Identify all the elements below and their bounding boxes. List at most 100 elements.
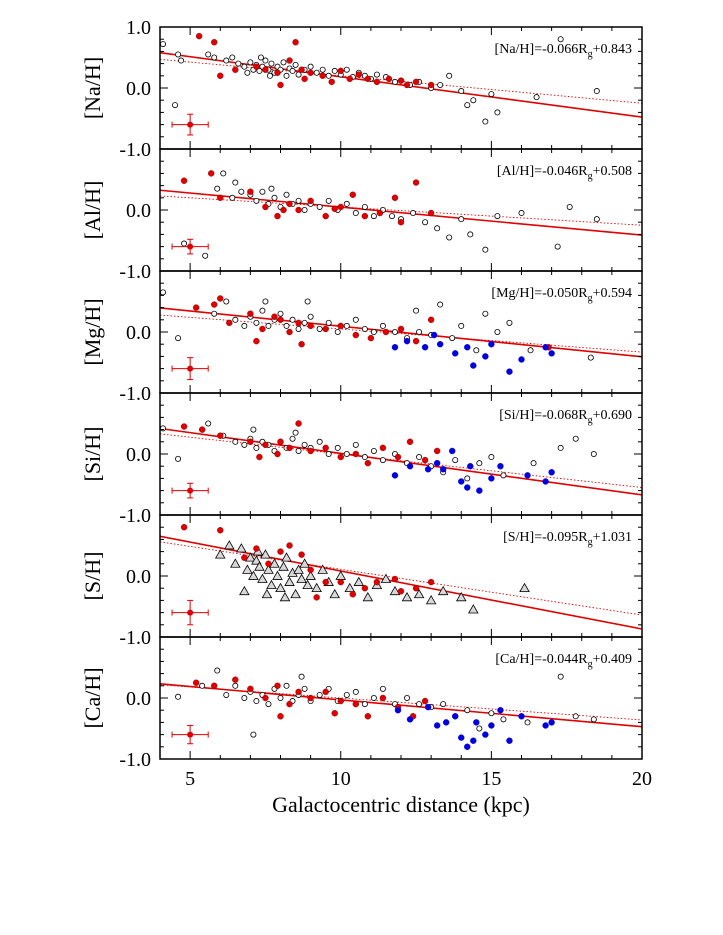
open-circle-point <box>379 457 386 464</box>
red-point <box>217 527 224 534</box>
open-circle-point <box>416 328 423 335</box>
red-point <box>286 200 293 208</box>
blue-point <box>482 731 489 738</box>
triangle-point <box>344 582 356 593</box>
blue-point <box>470 737 477 744</box>
open-circle-point <box>379 322 386 329</box>
open-circle-point <box>352 441 359 448</box>
red-point <box>364 459 372 467</box>
red-point <box>247 685 254 693</box>
triangle-point <box>284 576 295 586</box>
red-point <box>337 578 344 586</box>
red-point <box>262 694 269 702</box>
open-circle-point <box>331 67 338 74</box>
open-circle-point <box>211 310 218 317</box>
red-point <box>379 694 387 702</box>
open-circle-point <box>175 51 182 58</box>
error-bar-point <box>187 243 194 250</box>
open-circle-point <box>388 213 395 220</box>
red-point <box>274 69 281 76</box>
red-point <box>286 444 293 452</box>
red-point <box>277 81 284 89</box>
open-circle-point <box>482 118 489 125</box>
y-tick-label: -1.0 <box>119 139 151 161</box>
blue-point <box>424 703 432 711</box>
error-bar-point <box>187 121 194 128</box>
open-circle-point <box>223 298 230 305</box>
triangle-point <box>236 543 247 553</box>
open-circle-point <box>446 72 453 79</box>
triangle-point <box>455 591 467 602</box>
open-circle-point <box>262 57 269 64</box>
error-bar-point <box>187 731 194 738</box>
open-circle-point <box>437 81 444 88</box>
blue-point <box>482 353 489 360</box>
open-circle-point <box>590 450 597 457</box>
red-point <box>352 331 360 339</box>
blue-point <box>458 734 465 741</box>
red-point <box>295 688 302 696</box>
y-tick-label: -1.0 <box>119 749 151 771</box>
open-circle-point <box>325 319 332 326</box>
blue-point <box>406 716 414 723</box>
y-axis-label: [Na/H] <box>80 57 105 119</box>
equation-subscript: g <box>588 171 593 182</box>
open-circle-point <box>449 335 456 342</box>
equation-main: [Si/H]=-0.068R <box>499 408 588 423</box>
y-tick-label: 0.0 <box>126 78 151 100</box>
y-axis-label: [Al/H] <box>80 181 105 240</box>
red-point <box>277 316 284 323</box>
panel-sh: 0.0 -1.0 [S/H] [S/H]=-0.095Rg+1.031 <box>80 514 643 649</box>
red-point <box>322 688 329 696</box>
open-circle-point <box>232 179 239 186</box>
red-point <box>412 585 420 592</box>
open-circle-point <box>205 420 212 427</box>
open-circle-point <box>160 425 167 432</box>
triangle-point <box>468 604 479 614</box>
open-circle-point <box>343 691 350 698</box>
blue-point <box>473 719 480 726</box>
red-point <box>307 69 314 76</box>
open-circle-point <box>476 725 483 732</box>
open-circle-point <box>289 67 296 74</box>
open-circle-point <box>295 197 302 204</box>
red-point <box>198 426 206 433</box>
open-circle-point <box>391 328 398 335</box>
open-circle-point <box>352 688 359 695</box>
open-circle-point <box>352 210 359 217</box>
red-point <box>295 319 302 327</box>
open-circle-point <box>160 41 167 48</box>
equation-constant: +0.409 <box>593 652 632 667</box>
open-circle-point <box>283 322 290 329</box>
red-point <box>195 32 203 40</box>
blue-point <box>542 478 549 485</box>
data-points <box>180 170 600 259</box>
open-circle-point <box>506 319 513 326</box>
blue-point <box>488 341 495 348</box>
blue-point <box>394 707 402 714</box>
blue-point <box>548 350 555 357</box>
x-tick-label: 10 <box>331 768 351 790</box>
triangle-point <box>293 564 304 574</box>
open-circle-point <box>593 88 600 95</box>
open-circle-point <box>172 102 179 109</box>
red-point <box>277 438 284 445</box>
blue-point <box>548 719 555 726</box>
open-circle-point <box>256 67 263 74</box>
error-bar-point <box>187 609 194 616</box>
panel-sih: 0.0 -1.0 [Si/H] [Si/H]=-0.068Rg+0.690 <box>80 392 643 527</box>
red-point <box>208 170 215 177</box>
blue-point <box>406 463 414 470</box>
triangle-point <box>329 588 341 599</box>
gradient-fit-line <box>160 51 642 118</box>
open-circle-point <box>464 102 471 109</box>
open-circle-point <box>404 695 411 702</box>
blue-point <box>497 463 504 470</box>
blue-point <box>430 331 438 339</box>
error-bar <box>171 238 209 255</box>
open-circle-point <box>488 454 495 461</box>
open-circle-point <box>446 234 453 241</box>
open-circle-point <box>223 691 230 698</box>
red-point <box>397 77 405 84</box>
open-circle-point <box>482 246 489 253</box>
